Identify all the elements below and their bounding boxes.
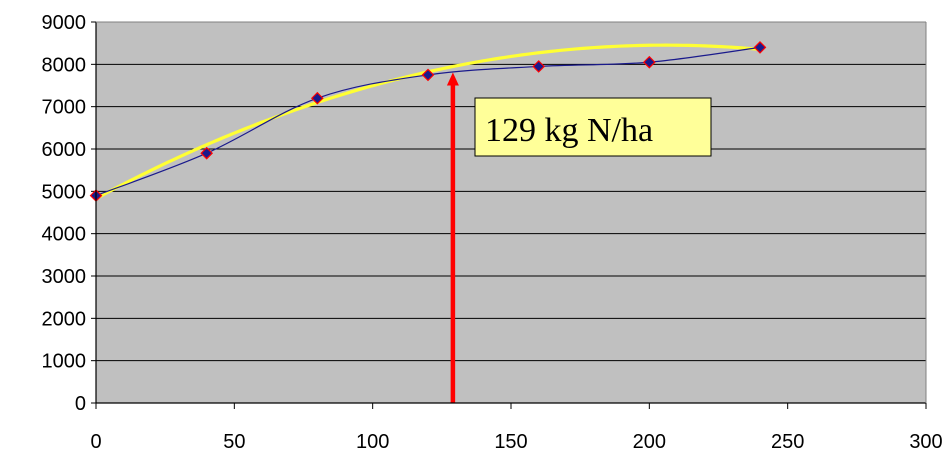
annotation-arrow-head: [446, 72, 459, 86]
x-tick-label: 200: [633, 431, 666, 453]
y-tick-label: 5000: [42, 181, 87, 203]
x-tick-label: 150: [494, 431, 527, 453]
y-tick-label: 0: [75, 393, 86, 415]
data-point: [310, 91, 324, 105]
x-tick-label: 0: [90, 431, 101, 453]
data-point: [753, 41, 767, 54]
y-tick-label: 9000: [42, 12, 87, 34]
y-tick-label: 8000: [42, 54, 87, 76]
data-point: [200, 146, 214, 160]
y-tick-label: 7000: [42, 97, 87, 119]
y-tick-label: 1000: [42, 351, 87, 373]
y-tick-label: 6000: [42, 139, 87, 161]
plot-area: [96, 22, 926, 403]
y-tick-label: 3000: [42, 266, 87, 288]
x-tick-label: 50: [223, 431, 245, 453]
annotation-box: [474, 97, 712, 157]
y-tick-label: 4000: [42, 224, 87, 246]
y-tick-label: 2000: [42, 308, 87, 330]
x-tick-label: 300: [909, 431, 942, 453]
data-point: [642, 55, 656, 69]
data-point: [532, 60, 546, 73]
x-tick-label: 100: [356, 431, 389, 453]
x-tick-label: 250: [771, 431, 804, 453]
annotation-label: 129 kg N/ha: [485, 112, 653, 149]
data-point: [421, 68, 435, 82]
